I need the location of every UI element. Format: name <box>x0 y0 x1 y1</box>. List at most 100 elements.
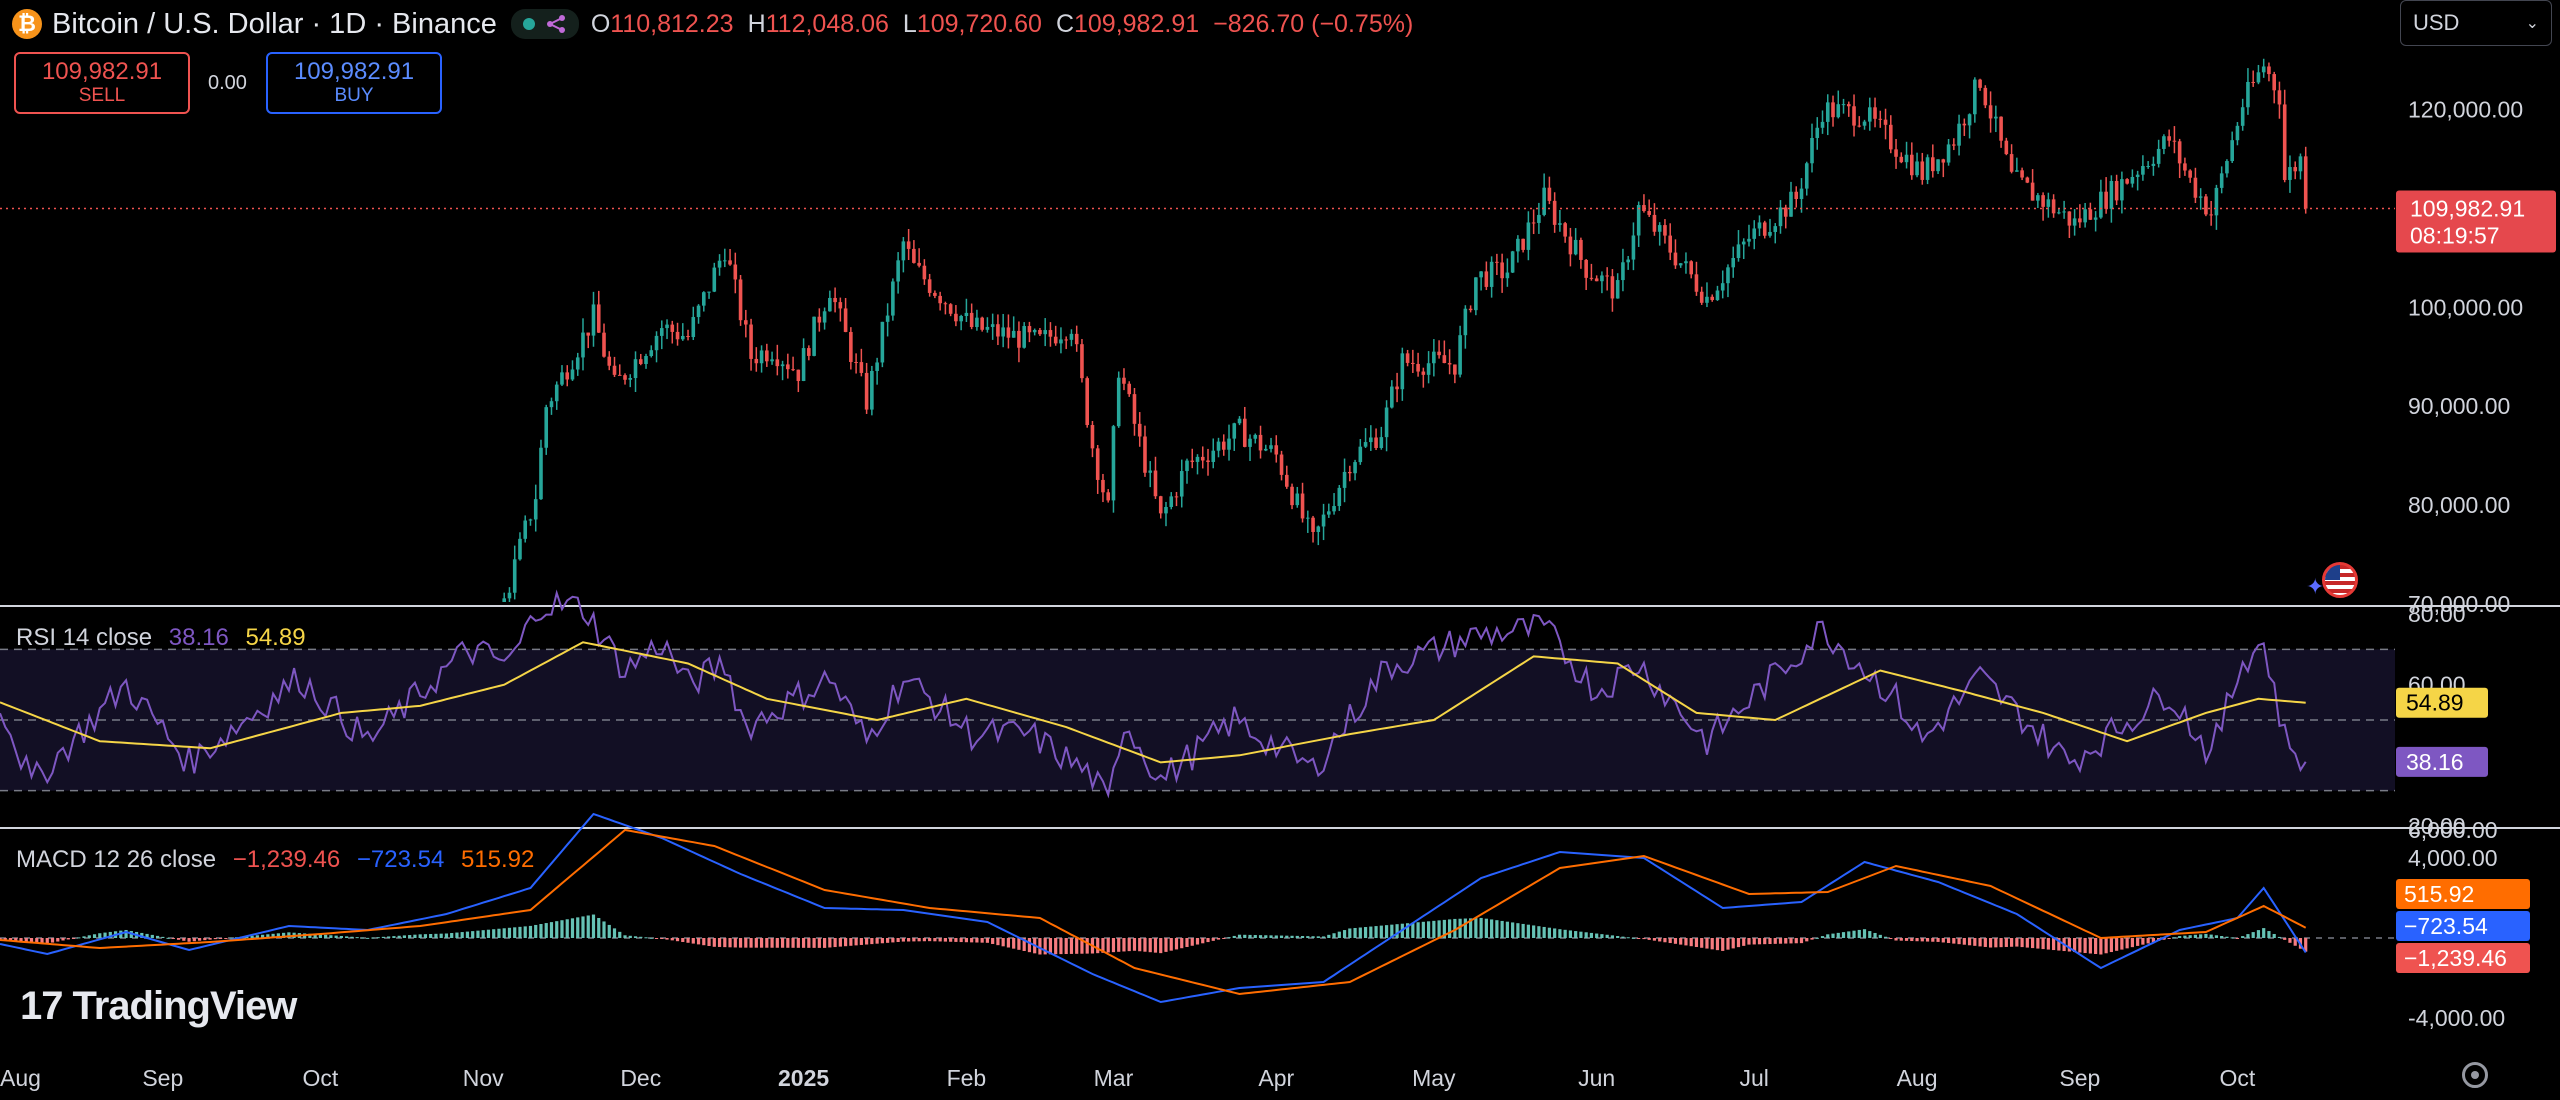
candle-body <box>1227 438 1231 450</box>
macd-histogram-bar <box>591 914 596 938</box>
market-open-dot-icon <box>522 18 535 30</box>
macd-histogram-bar <box>907 938 911 942</box>
macd-histogram-bar <box>681 938 685 942</box>
macd-histogram-bar <box>1363 927 1368 938</box>
macd-histogram-bar <box>1469 918 1473 938</box>
macd-histogram-bar <box>98 933 102 938</box>
candle-body <box>1327 511 1331 515</box>
candle-body <box>1584 259 1588 278</box>
candle-body <box>565 372 570 380</box>
candle-body <box>1374 437 1378 448</box>
macd-histogram-bar <box>859 938 863 945</box>
macd-histogram-bar <box>1668 938 1672 944</box>
macd-histogram-bar <box>1006 938 1011 948</box>
candle-body <box>780 364 785 367</box>
candle-body <box>1479 271 1483 278</box>
candle-body <box>1353 462 1357 474</box>
candle-body <box>2093 217 2098 220</box>
macd-histogram-bar <box>429 933 433 938</box>
macd-histogram-bar <box>2256 930 2261 938</box>
buy-button[interactable]: 109,982.91 BUY <box>266 52 442 114</box>
candle-body <box>1542 187 1546 215</box>
macd-histogram-bar <box>450 933 454 938</box>
macd-histogram-bar <box>2109 938 2113 953</box>
macd-histogram-bar <box>1589 932 1594 938</box>
candle-body <box>1841 104 1846 106</box>
candle-body <box>1994 116 1998 119</box>
candle-body <box>1116 377 1121 427</box>
candle-body <box>1048 330 1053 337</box>
candle-body <box>1484 271 1489 287</box>
macd-histogram-bar <box>523 926 527 938</box>
candle-body <box>1684 261 1688 264</box>
candle-body <box>1468 308 1473 311</box>
macd-histogram-bar <box>350 936 354 938</box>
candle-body <box>2162 136 2166 149</box>
candle-body <box>518 538 522 560</box>
time-axis-tick: Sep <box>2059 1065 2100 1091</box>
macd-histogram-bar <box>171 938 175 939</box>
symbol-title[interactable]: Bitcoin / U.S. Dollar · 1D · Binance <box>52 7 497 40</box>
candle-body <box>2193 177 2198 198</box>
rsi-legend[interactable]: RSI 14 close 38.16 54.89 <box>16 624 306 652</box>
macd-histogram-bar <box>1983 938 1987 947</box>
candle-body <box>1710 296 1715 301</box>
candle-body <box>1032 329 1037 333</box>
macd-histogram-bar <box>392 936 396 938</box>
candle-body <box>822 311 827 323</box>
macd-histogram-bar <box>1001 938 1005 947</box>
candle-body <box>938 295 942 304</box>
candle-body <box>1195 456 1200 462</box>
candle-body <box>1867 107 1872 122</box>
candle-body <box>2246 81 2250 108</box>
candle-body <box>1080 344 1084 379</box>
macd-histogram-bar <box>1437 920 1441 938</box>
candle-body <box>680 335 685 340</box>
candle-body <box>1783 207 1788 217</box>
macd-histogram-bar <box>723 938 727 948</box>
macd-histogram-bar <box>691 938 695 944</box>
macd-histogram-bar <box>1700 938 1704 948</box>
candle-body <box>665 324 669 329</box>
candle-body <box>638 359 643 364</box>
sell-button[interactable]: 109,982.91 SELL <box>14 52 190 114</box>
candle-body <box>1169 496 1174 507</box>
candle-body <box>1043 330 1047 335</box>
candle-body <box>1973 79 1977 115</box>
candle-body <box>1957 123 1961 146</box>
macd-histogram-bar <box>2125 938 2129 949</box>
candle-body <box>1831 102 1835 118</box>
time-axis-tick: Sep <box>142 1065 183 1091</box>
macd-histogram-bar <box>507 927 512 938</box>
settings-gear-icon[interactable] <box>2462 1062 2488 1088</box>
macd-histogram-bar <box>2099 938 2103 955</box>
macd-histogram-bar <box>1574 931 1578 938</box>
candle-body <box>1558 223 1562 225</box>
currency-select[interactable]: USD ⌄ <box>2400 0 2552 46</box>
macd-histogram-bar <box>639 936 643 938</box>
macd-histogram-bar <box>1300 935 1305 938</box>
macd-histogram-bar <box>1532 925 1536 938</box>
candle-body <box>1825 102 1830 122</box>
market-status-pill[interactable] <box>510 9 579 39</box>
macd-histogram-bar <box>1721 938 1725 951</box>
macd-histogram-bar <box>1342 930 1347 938</box>
candle-body <box>1510 251 1515 273</box>
candle-body <box>1768 231 1772 236</box>
macd-histogram-bar <box>408 935 412 938</box>
candle-body <box>1253 434 1258 439</box>
macd-histogram-bar <box>2220 936 2224 938</box>
macd-histogram-bar <box>444 933 449 938</box>
time-axis-tick: 2025 <box>778 1065 829 1091</box>
macd-legend[interactable]: MACD 12 26 close −1,239.46 −723.54 515.9… <box>16 846 534 874</box>
candle-body <box>2288 167 2292 180</box>
price-axis-tick: 100,000.00 <box>2408 294 2523 320</box>
macd-histogram-bar <box>197 938 202 941</box>
sparkle-icon[interactable]: ✦ <box>2306 574 2325 599</box>
candle-body <box>733 264 738 280</box>
us-flag-event-icon[interactable] <box>2322 562 2358 598</box>
macd-histogram-bar <box>2136 938 2140 946</box>
macd-histogram-bar <box>849 938 853 946</box>
tradingview-logo[interactable]: 17 TradingView <box>20 984 297 1029</box>
